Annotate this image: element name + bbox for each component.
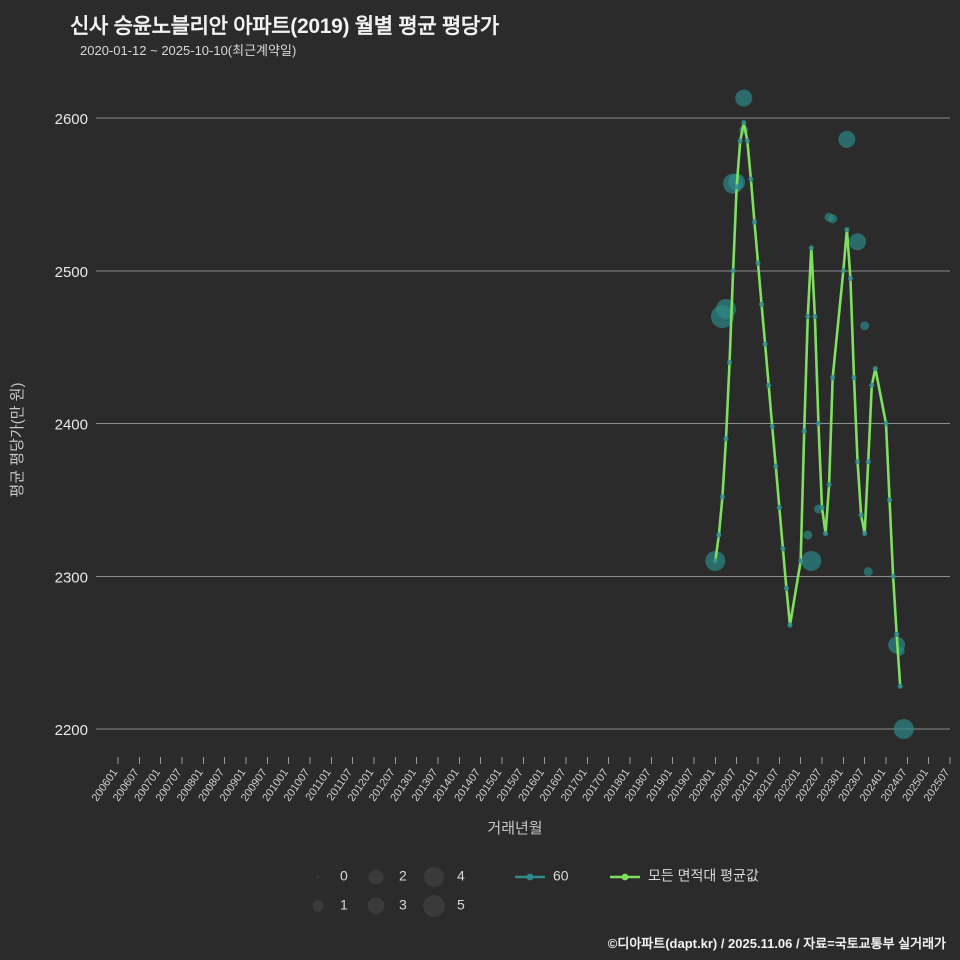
line-marker <box>865 459 871 465</box>
line-marker <box>858 512 864 518</box>
bubble-point <box>735 89 753 107</box>
line-marker <box>854 459 861 465</box>
bubble-point <box>803 530 813 540</box>
line-marker <box>773 463 779 469</box>
line-marker <box>712 558 718 564</box>
legend-size-marker <box>312 900 324 912</box>
bubble-point <box>838 130 856 148</box>
line-marker <box>737 138 743 144</box>
legend-series-marker[interactable] <box>526 873 534 881</box>
line-marker <box>766 382 772 388</box>
line-marker <box>716 532 722 538</box>
line-marker <box>872 365 878 372</box>
line-marker <box>748 176 754 182</box>
line-marker <box>840 268 846 274</box>
line-marker <box>844 226 850 233</box>
chart-title: 신사 승윤노블리안 아파트(2019) 월별 평균 평당가 <box>70 15 499 38</box>
x-axis-ticks-group: 2006012006072007012007072008012008072009… <box>90 757 952 804</box>
y-axis-tick-label: 2500 <box>55 264 88 281</box>
line-markers-group <box>712 119 903 689</box>
line-marker <box>894 631 900 637</box>
line-marker <box>869 382 875 388</box>
bubble-point <box>849 233 867 251</box>
line-marker <box>883 420 889 427</box>
y-axis-ticks-group: 2200 2300 2400 2500 2600 <box>55 111 88 739</box>
bubble-point <box>801 550 822 571</box>
line-marker <box>808 245 814 251</box>
legend-series-marker[interactable] <box>621 873 629 881</box>
line-marker <box>719 494 726 500</box>
line-marker <box>826 482 832 488</box>
legend-size-label: 0 <box>340 868 348 884</box>
line-marker <box>801 428 807 434</box>
line-marker <box>723 436 729 442</box>
line-marker <box>751 219 758 225</box>
line-marker <box>780 546 786 552</box>
legend-size-marker <box>424 867 444 887</box>
legend-size-label: 4 <box>457 868 465 884</box>
line-marker <box>862 530 868 537</box>
line-marker <box>769 423 775 430</box>
legend-size-label: 5 <box>457 897 465 913</box>
line-marker <box>744 138 750 144</box>
bubble-point <box>863 567 873 577</box>
line-marker <box>815 420 822 427</box>
y-axis-tick-label: 2400 <box>55 417 88 434</box>
line-marker <box>822 530 829 537</box>
legend-series-label[interactable]: 60 <box>553 868 569 884</box>
line-marker <box>805 313 811 320</box>
bubble-point <box>860 321 870 331</box>
line-marker <box>897 683 903 689</box>
bubble-point <box>893 719 914 739</box>
line-marker <box>812 313 818 320</box>
line-marker <box>726 359 733 365</box>
legend-size-marker <box>368 869 384 885</box>
legend-size-label: 1 <box>340 897 348 913</box>
line-marker <box>798 558 804 564</box>
line-marker <box>890 573 896 579</box>
legend-size-marker <box>367 897 385 915</box>
chart-subtitle: 2020-01-12 ~ 2025-10-10(최근계약일) <box>80 43 297 58</box>
legend-size-label: 2 <box>399 868 407 884</box>
y-axis-tick-label: 2300 <box>55 569 88 586</box>
line-marker <box>847 275 854 281</box>
legend-size-marker <box>423 895 445 917</box>
line-marker <box>787 622 793 628</box>
line-marker <box>819 504 825 511</box>
footer-credit: ©디아파트(dapt.kr) / 2025.11.06 / 자료=국토교통부 실… <box>607 936 946 951</box>
line-marker <box>741 119 747 126</box>
average-price-line <box>714 121 902 688</box>
line-marker <box>830 375 836 381</box>
line-series-group <box>714 121 902 688</box>
y-axis-tick-label: 2200 <box>55 722 88 739</box>
line-marker <box>886 497 893 503</box>
line-marker <box>776 504 782 511</box>
line-marker <box>734 184 740 190</box>
x-axis-title: 거래년월 <box>487 820 542 837</box>
y-axis-title: 평균 평당가(만 원) <box>9 383 26 498</box>
line-marker <box>758 301 765 307</box>
line-marker <box>730 268 736 274</box>
legend-size-marker <box>316 875 320 879</box>
legend-size-label: 3 <box>399 897 407 913</box>
line-marker <box>762 341 768 347</box>
line-marker <box>783 585 790 592</box>
line-marker <box>755 260 761 266</box>
legend-series-label[interactable]: 모든 면적대 평균값 <box>648 868 759 884</box>
line-marker <box>851 375 857 381</box>
legend-group: 0 1 2 3 4 5 60 모든 면적대 평균값 <box>312 867 759 917</box>
bubble-point <box>828 214 838 224</box>
gridlines-group <box>96 117 950 730</box>
y-axis-tick-label: 2600 <box>55 111 88 128</box>
